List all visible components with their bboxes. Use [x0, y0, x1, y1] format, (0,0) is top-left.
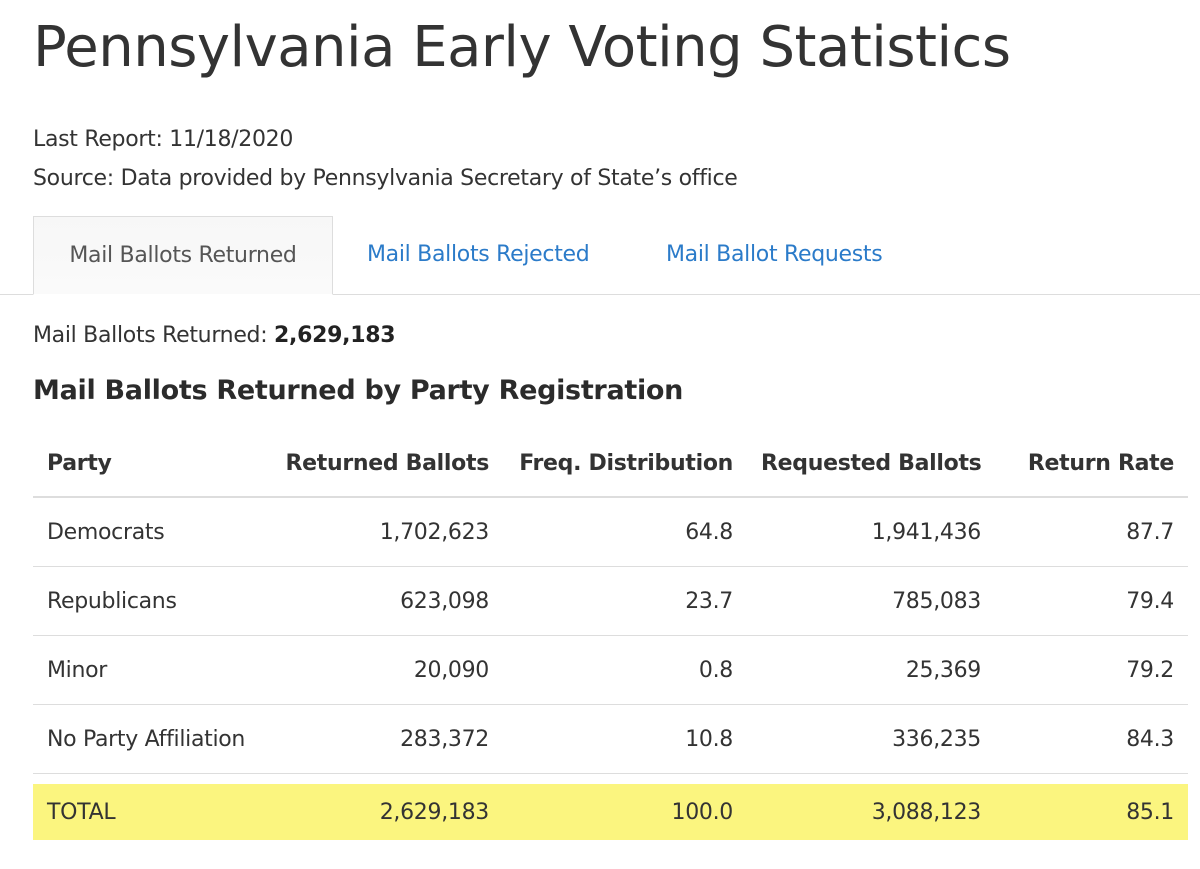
cell-rate: 84.3 [995, 704, 1188, 774]
header-freq-distribution: Freq. Distribution [503, 430, 747, 498]
table-header-row: Party Returned Ballots Freq. Distributio… [33, 430, 1188, 498]
cell-requested: 785,083 [747, 566, 995, 636]
cell-party: Republicans [33, 566, 233, 636]
cell-freq: 64.8 [503, 497, 747, 567]
returned-summary: Mail Ballots Returned: 2,629,183 [33, 321, 396, 351]
table-row: Republicans 623,098 23.7 785,083 79.4 [33, 566, 1188, 636]
cell-rate: 79.4 [995, 566, 1188, 636]
cell-rate: 87.7 [995, 497, 1188, 567]
table-row: Minor 20,090 0.8 25,369 79.2 [33, 635, 1188, 705]
cell-requested: 336,235 [747, 704, 995, 774]
returned-summary-value: 2,629,183 [274, 323, 396, 348]
total-label: TOTAL [33, 784, 233, 840]
cell-freq: 10.8 [503, 704, 747, 774]
table-row: No Party Affiliation 283,372 10.8 336,23… [33, 704, 1188, 774]
source-label: Source: [33, 166, 114, 191]
page-title: Pennsylvania Early Voting Statistics [33, 15, 1011, 80]
data-source: Source: Data provided by Pennsylvania Se… [33, 164, 738, 194]
cell-party: No Party Affiliation [33, 704, 245, 774]
table-total-row: TOTAL 2,629,183 100.0 3,088,123 85.1 [33, 784, 1188, 840]
cell-returned: 20,090 [233, 635, 503, 705]
tab-mail-ballots-returned[interactable]: Mail Ballots Returned [33, 216, 333, 295]
header-requested-ballots: Requested Ballots [747, 430, 995, 498]
cell-returned: 623,098 [233, 566, 503, 636]
cell-requested: 1,941,436 [747, 497, 995, 567]
table-row: Democrats 1,702,623 64.8 1,941,436 87.7 [33, 497, 1188, 567]
last-report: Last Report: 11/18/2020 [33, 125, 293, 155]
tab-bar: Mail Ballots Returned Mail Ballots Rejec… [0, 216, 1200, 295]
spacer-cell [33, 774, 1188, 785]
cell-rate: 79.2 [995, 635, 1188, 705]
cell-returned: 1,702,623 [233, 497, 503, 567]
header-party: Party [33, 430, 233, 498]
total-requested: 3,088,123 [747, 784, 995, 840]
cell-returned: 283,372 [233, 704, 503, 774]
returned-summary-label: Mail Ballots Returned: [33, 323, 268, 348]
total-freq: 100.0 [503, 784, 747, 840]
returned-by-party-table: Party Returned Ballots Freq. Distributio… [33, 430, 1188, 840]
cell-party: Democrats [33, 497, 233, 567]
party-table: Party Returned Ballots Freq. Distributio… [33, 430, 1188, 840]
total-returned: 2,629,183 [233, 784, 503, 840]
total-rate: 85.1 [995, 784, 1188, 840]
source-text: Data provided by Pennsylvania Secretary … [120, 166, 738, 191]
cell-freq: 23.7 [503, 566, 747, 636]
cell-requested: 25,369 [747, 635, 995, 705]
cell-party: Minor [33, 635, 233, 705]
section-title: Mail Ballots Returned by Party Registrat… [33, 375, 684, 406]
tab-mail-ballot-requests[interactable]: Mail Ballot Requests [666, 242, 883, 267]
last-report-label: Last Report: [33, 127, 163, 152]
cell-freq: 0.8 [503, 635, 747, 705]
table-spacer [33, 774, 1188, 785]
header-return-rate: Return Rate [995, 430, 1188, 498]
tab-mail-ballots-rejected[interactable]: Mail Ballots Rejected [367, 242, 590, 267]
header-returned-ballots: Returned Ballots [233, 430, 503, 498]
last-report-date: 11/18/2020 [169, 127, 294, 152]
